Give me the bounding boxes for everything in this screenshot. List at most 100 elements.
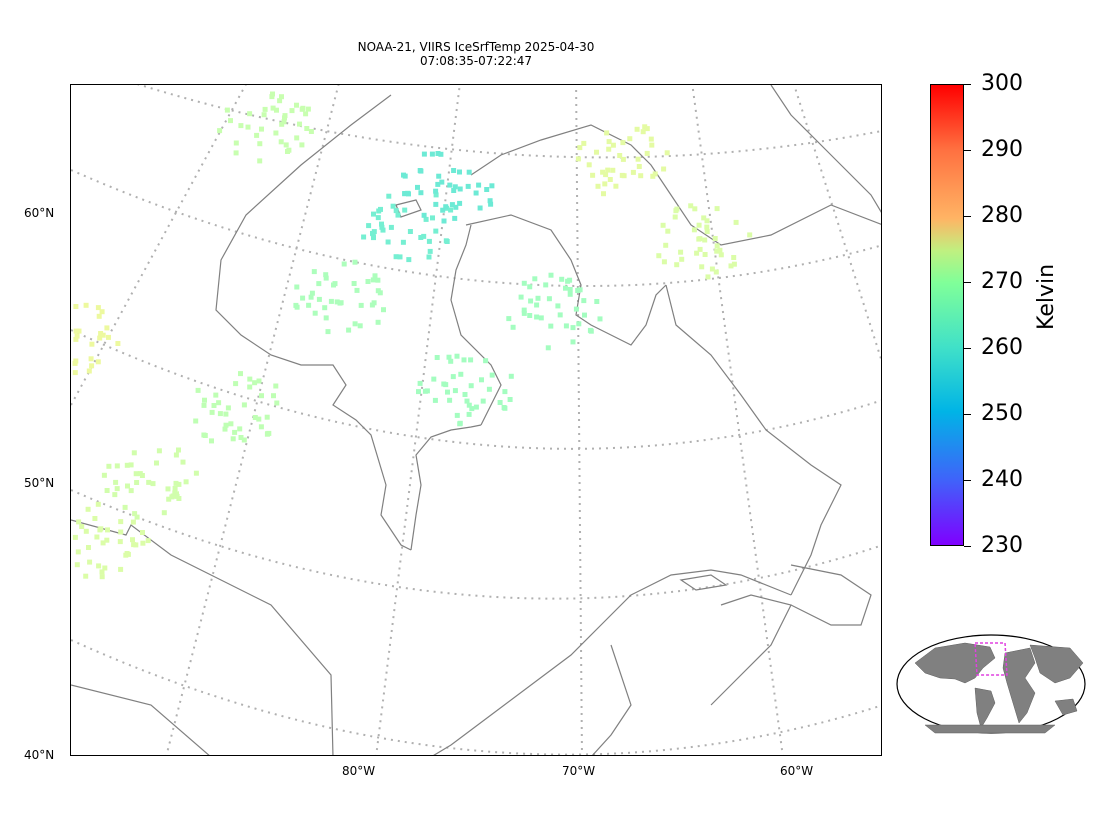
temperature-pixel	[581, 140, 587, 146]
temperature-pixel	[273, 130, 279, 136]
australia-shape	[1054, 698, 1078, 716]
temperature-pixel	[640, 129, 646, 135]
temperature-pixel	[679, 256, 685, 262]
temperature-pixel	[361, 234, 367, 240]
temperature-pixel	[461, 357, 467, 363]
temperature-pixel	[453, 204, 459, 210]
temperature-pixel	[427, 248, 433, 254]
colorbar-tick-label: 290	[981, 137, 1023, 162]
colorbar-tick-mark	[964, 347, 971, 349]
temperature-pixel	[521, 310, 527, 316]
temperature-pixel	[528, 298, 534, 304]
temperature-pixel	[507, 397, 513, 402]
temperature-pixel	[421, 233, 427, 239]
temperature-pixel	[73, 328, 79, 334]
temperature-pixel	[273, 383, 279, 389]
temperature-pixel	[97, 335, 103, 341]
temperature-pixel	[323, 315, 329, 321]
temperature-pixel	[545, 345, 551, 351]
temperature-pixel	[534, 314, 540, 320]
temperature-pixel	[334, 299, 340, 305]
temperature-pixel	[448, 207, 454, 213]
temperature-pixel	[238, 123, 244, 129]
temperature-pixel	[95, 501, 101, 507]
gridline-60w	[691, 85, 784, 755]
temperature-pixel	[484, 187, 490, 192]
temperature-pixel	[444, 239, 450, 244]
temperature-pixel	[538, 315, 544, 321]
temperature-pixel	[747, 232, 753, 238]
temperature-pixel	[322, 305, 328, 311]
temperature-pixel	[304, 126, 310, 131]
temperature-pixel	[358, 302, 364, 308]
temperature-pixel	[567, 287, 573, 292]
temperature-pixel	[269, 94, 275, 100]
temperature-pixel	[521, 307, 527, 313]
temperature-pixel	[431, 376, 437, 382]
temperature-pixel	[688, 203, 694, 209]
temperature-pixel	[245, 124, 251, 130]
temperature-pixel	[132, 511, 138, 517]
colorbar-tick-label: 240	[981, 467, 1023, 492]
temperature-pixel	[417, 168, 423, 173]
temperature-pixel	[170, 493, 176, 499]
temperature-pixel	[469, 406, 475, 412]
temperature-pixel	[247, 376, 253, 382]
temperature-pixel	[468, 357, 474, 363]
gridline-45n	[71, 639, 881, 755]
temperature-pixel	[462, 392, 468, 397]
temperature-pixel	[432, 397, 438, 403]
temperature-pixel	[375, 215, 381, 221]
temperature-pixel	[128, 462, 134, 468]
temperature-pixel	[124, 462, 130, 468]
temperature-pixel	[134, 480, 140, 485]
temperature-pixel	[133, 471, 139, 477]
temperature-pixel	[426, 238, 432, 244]
temperature-pixel	[630, 169, 636, 175]
hudson-bay-east-coast	[450, 224, 502, 426]
gridline-50n	[71, 489, 881, 600]
temperature-pixel	[458, 371, 464, 377]
map-canvas	[71, 85, 881, 755]
temperature-pixel	[293, 302, 299, 308]
temperature-pixel	[371, 235, 376, 241]
temperature-pixel	[604, 130, 610, 136]
temperature-pixel	[388, 224, 394, 230]
temperature-pixel	[457, 169, 462, 175]
temperature-pixel	[577, 145, 583, 151]
temperature-pixel	[452, 184, 458, 190]
temperature-pixel	[278, 139, 284, 145]
temperature-pixel	[464, 398, 470, 404]
temperature-pixel	[489, 372, 495, 378]
temperature-pixel	[665, 228, 671, 234]
temperature-pixel	[434, 355, 440, 360]
temperature-pixel	[717, 247, 723, 253]
temperature-pixel	[415, 184, 420, 190]
gridline-55n	[71, 329, 881, 450]
temperature-pixel	[435, 151, 441, 156]
temperature-pixel	[372, 273, 378, 279]
colorbar-label: Kelvin	[1034, 263, 1059, 330]
temperature-pixel	[595, 183, 601, 189]
temperature-pixel	[439, 179, 445, 185]
colorbar-tick-label: 230	[981, 533, 1023, 558]
temperature-pixel	[104, 488, 110, 493]
temperature-pixel	[678, 249, 684, 255]
temperature-pixel	[563, 285, 568, 291]
temperature-pixel	[176, 447, 181, 453]
temperature-pixel	[325, 329, 331, 335]
temperature-pixel	[252, 380, 258, 386]
temperature-pixel	[575, 156, 581, 162]
temperature-pixel	[102, 565, 108, 571]
temperature-pixel	[570, 339, 576, 345]
temperature-pixel	[438, 151, 444, 157]
temperature-pixel	[106, 334, 111, 340]
temperature-pixel	[271, 393, 276, 399]
temperature-pixel	[421, 151, 427, 157]
colorbar-tick-label: 300	[981, 71, 1023, 96]
temperature-pixel	[165, 486, 171, 492]
temperature-pixel	[620, 156, 626, 162]
temperature-pixel	[305, 106, 311, 112]
temperature-pixel	[104, 537, 110, 543]
temperature-pixel	[697, 246, 703, 252]
